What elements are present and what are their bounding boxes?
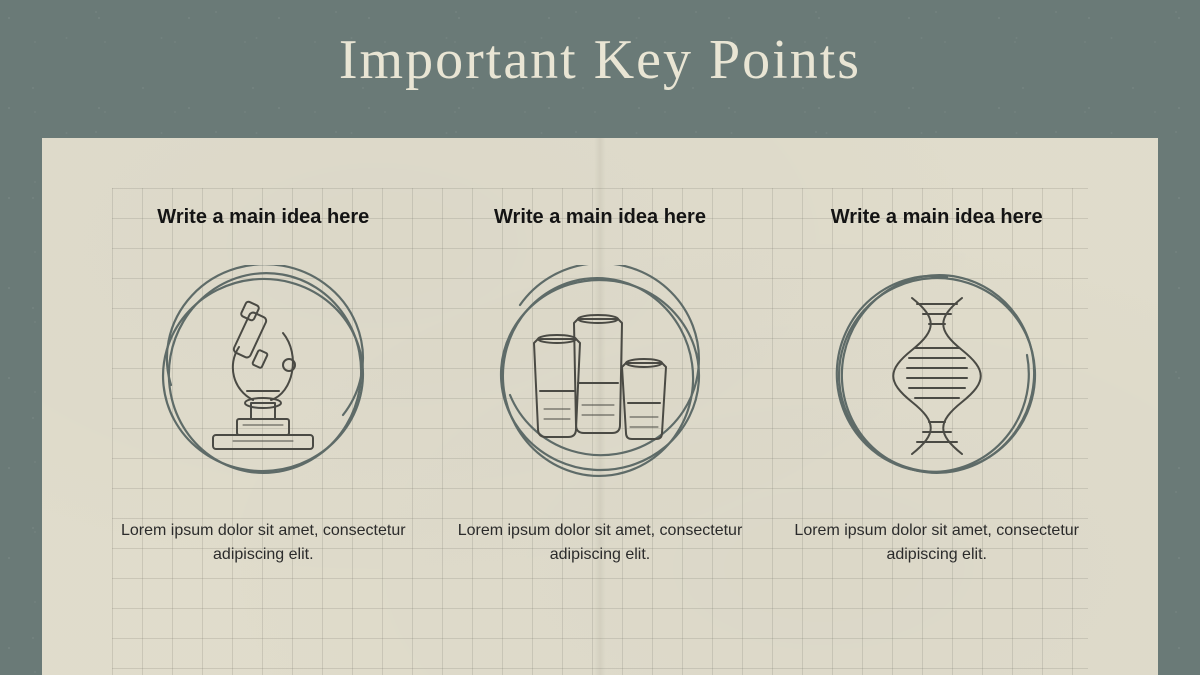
column-heading: Write a main idea here [494,206,706,229]
beakers-icon [520,305,680,445]
column-heading: Write a main idea here [157,206,369,229]
slide: Important Key Points Write a main idea h… [0,0,1200,675]
illustration-wrap [153,265,373,485]
column-heading: Write a main idea here [831,206,1043,229]
illustration-wrap [827,265,1047,485]
dna-icon [877,290,997,460]
illustration-wrap [490,265,710,485]
slide-title: Important Key Points [0,28,1200,92]
column-body: Lorem ipsum dolor sit amet, consectetur … [112,519,415,567]
column-1: Write a main idea here [112,206,415,675]
column-body: Lorem ipsum dolor sit amet, consectetur … [449,519,752,567]
column-3: Write a main idea here [785,206,1088,675]
paper-panel: Write a main idea here [42,138,1158,675]
column-body: Lorem ipsum dolor sit amet, consectetur … [785,519,1088,567]
columns-container: Write a main idea here [112,188,1088,675]
microscope-icon [193,295,333,455]
column-2: Write a main idea here [449,206,752,675]
